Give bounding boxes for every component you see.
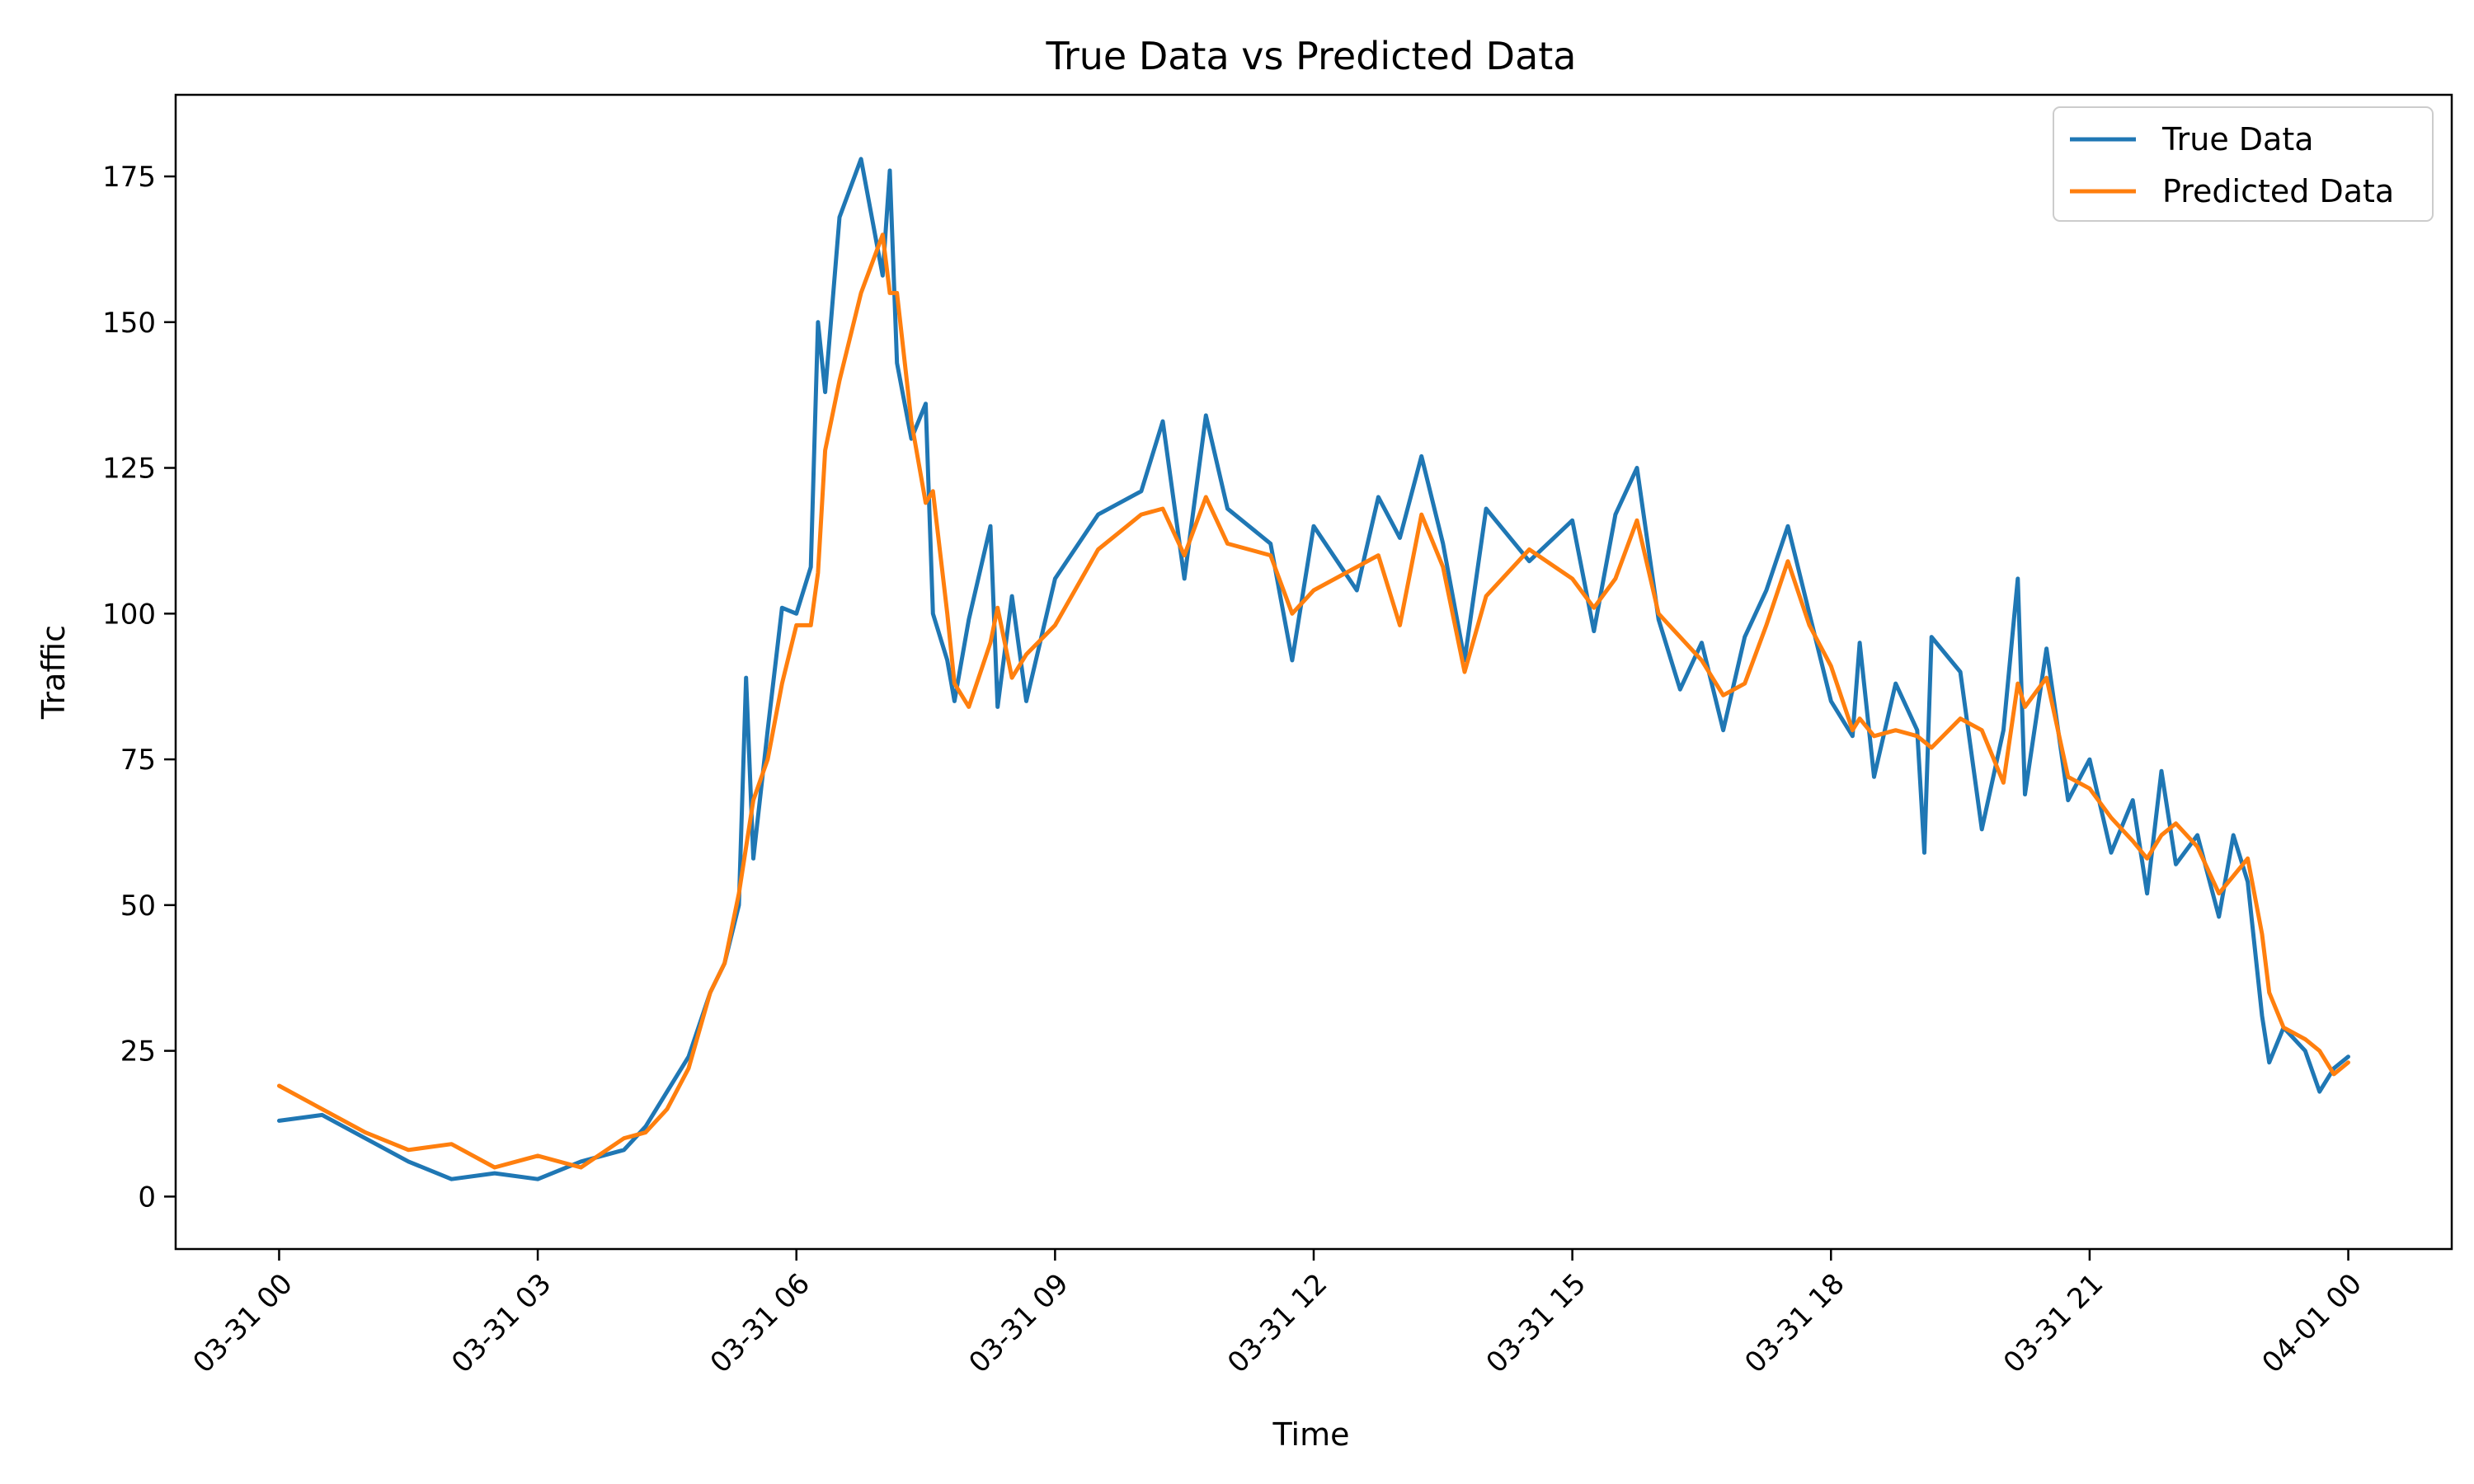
series-layer (277, 157, 2350, 1181)
legend: True Data Predicted Data (2053, 106, 2434, 222)
series-line-predicted-data (277, 232, 2350, 1170)
y-tick-label: 75 (120, 744, 156, 777)
y-tick-label: 0 (138, 1181, 156, 1214)
y-tick-label: 150 (102, 307, 156, 340)
chart-title: True Data vs Predicted Data (1046, 34, 1577, 78)
y-tick-label: 50 (120, 890, 156, 923)
legend-label-true-data: True Data (2161, 121, 2314, 157)
x-axis-label: Time (1272, 1416, 1350, 1453)
y-tick-label: 175 (102, 161, 156, 194)
legend-label-predicted-data: Predicted Data (2162, 173, 2394, 209)
y-tick-label: 125 (102, 453, 156, 486)
y-tick-label: 25 (120, 1036, 156, 1068)
legend-frame (2053, 106, 2434, 222)
y-axis-label: Traffic (35, 625, 72, 720)
series-line-true-data (277, 157, 2350, 1181)
y-axis: 0 25 50 75 100 125 150 175 (102, 161, 176, 1214)
y-tick-label: 100 (102, 598, 156, 631)
